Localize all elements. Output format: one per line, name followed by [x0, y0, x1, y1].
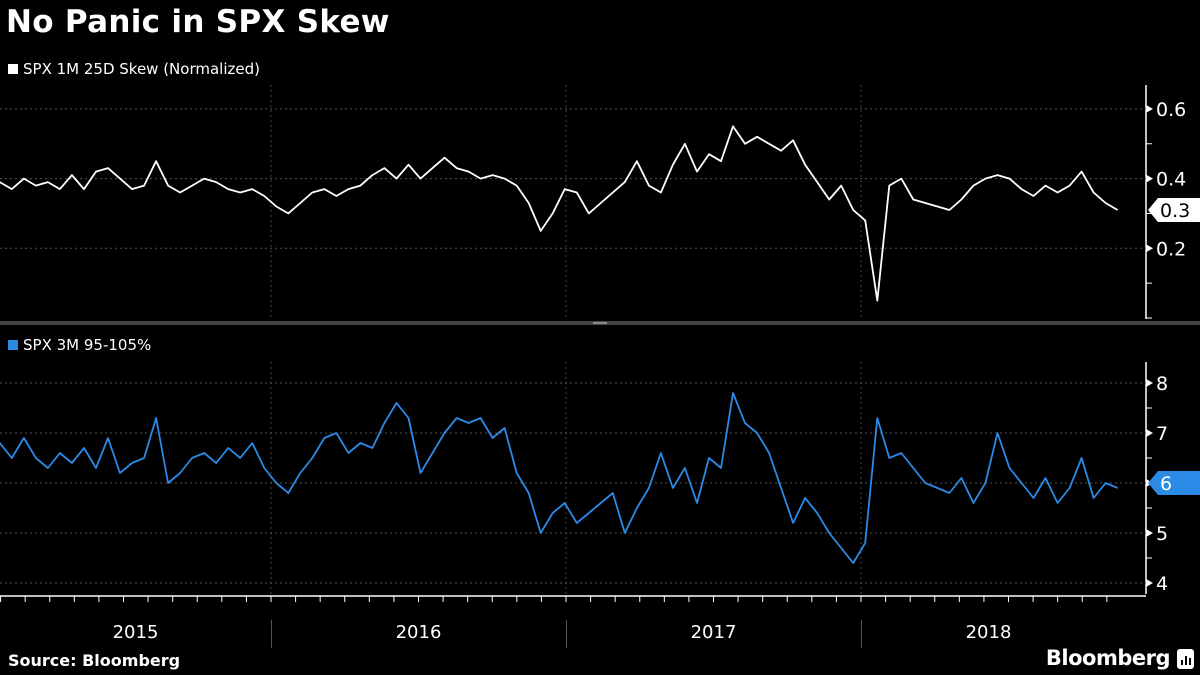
panel-resize-handle	[593, 322, 607, 324]
x-tick-label-2015: 2015	[112, 622, 159, 643]
y-tick-marker	[1146, 174, 1153, 183]
bloomberg-logo: Bloomberg	[1045, 646, 1171, 670]
year-separator	[861, 620, 862, 648]
y-tick-marker	[1146, 429, 1153, 437]
x-tick-label-2016: 2016	[395, 622, 442, 643]
last-value-tag	[1148, 471, 1200, 495]
y-tick-marker	[1146, 379, 1153, 387]
legend-swatch-white	[8, 64, 18, 74]
x-tick-label-2017: 2017	[690, 622, 737, 643]
legend-top: SPX 1M 25D Skew (Normalized)	[8, 60, 260, 78]
y-tick-marker	[1146, 579, 1153, 587]
y-tick-label: 0.2	[1156, 238, 1186, 260]
last-value-tag	[1148, 197, 1200, 222]
series-line-skew-normalized	[0, 125, 1119, 302]
year-separator	[566, 620, 567, 648]
legend-label-top: SPX 1M 25D Skew (Normalized)	[23, 60, 260, 78]
y-tick-label: 7	[1156, 423, 1168, 445]
y-tick-marker	[1146, 529, 1153, 537]
legend-swatch-blue	[8, 340, 18, 350]
chart-title: No Panic in SPX Skew	[6, 4, 390, 40]
last-value-label: 6	[1160, 473, 1172, 495]
series-line-spx-3m-95-105	[0, 392, 1118, 564]
year-separator	[271, 620, 272, 648]
y-tick-label: 0.6	[1156, 99, 1186, 121]
y-tick-marker	[1146, 104, 1153, 113]
y-tick-label: 8	[1156, 373, 1168, 395]
y-tick-label: 0.4	[1156, 169, 1186, 191]
y-tick-label: 4	[1156, 573, 1168, 595]
last-value-label: 0.3	[1160, 200, 1190, 222]
bloomberg-chart-icon	[1177, 649, 1194, 669]
y-tick-label: 5	[1156, 523, 1168, 545]
legend-label-bottom: SPX 3M 95-105%	[23, 336, 152, 354]
legend-bottom: SPX 3M 95-105%	[8, 336, 151, 354]
x-tick-label-2018: 2018	[965, 622, 1012, 643]
y-tick-marker	[1146, 244, 1153, 253]
source-note: Source: Bloomberg	[8, 651, 181, 670]
